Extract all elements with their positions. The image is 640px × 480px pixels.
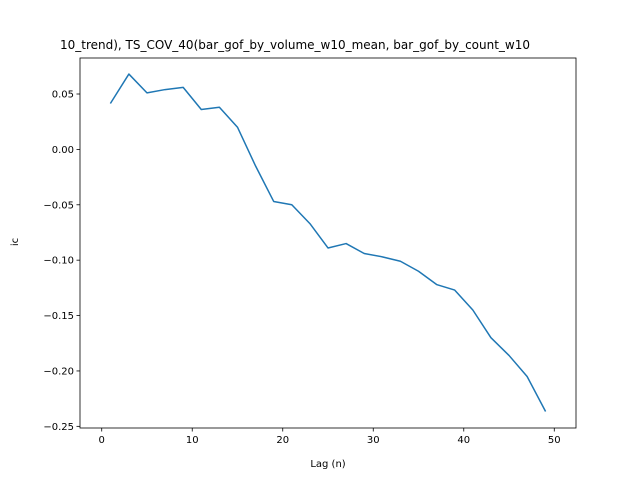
y-tick-label: 0.05 <box>52 90 74 101</box>
y-tick-label: −0.10 <box>43 256 74 267</box>
x-tick-label: 20 <box>276 435 289 446</box>
x-tick-label: 0 <box>99 435 105 446</box>
y-tick-label: 0.00 <box>52 145 74 156</box>
x-tick-label: 10 <box>186 435 199 446</box>
axes-frame <box>79 57 577 429</box>
x-axis-label: Lag (n) <box>310 459 345 470</box>
y-tick-label: −0.05 <box>43 200 74 211</box>
y-tick-label: −0.25 <box>43 422 74 433</box>
x-tick-label: 30 <box>367 435 380 446</box>
chart-title: 10_trend), TS_COV_40(bar_gof_by_volume_w… <box>60 38 530 52</box>
y-axis-label: ic <box>10 238 21 246</box>
x-tick-label: 50 <box>548 435 561 446</box>
y-tick-label: −0.20 <box>43 366 74 377</box>
y-tick-label: −0.15 <box>43 311 74 322</box>
series-line-0 <box>109 73 547 412</box>
plot-area: 0 10 20 30 40 50 0.05 0.00 −0.05 −0.10 −0.15 −0.20 −… <box>43 57 577 446</box>
x-tick-label: 40 <box>457 435 470 446</box>
